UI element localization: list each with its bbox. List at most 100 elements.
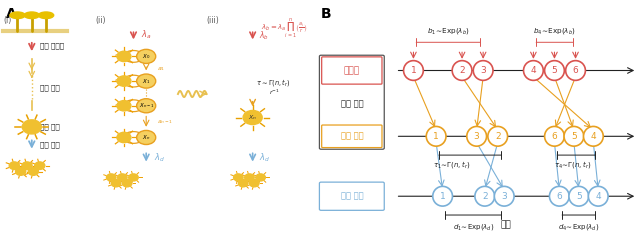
Circle shape [238, 180, 248, 187]
Ellipse shape [475, 186, 494, 206]
Text: 2: 2 [459, 66, 465, 75]
FancyBboxPatch shape [322, 57, 382, 84]
Text: A: A [6, 7, 17, 21]
Circle shape [22, 162, 32, 169]
Text: 6: 6 [551, 132, 557, 141]
Ellipse shape [426, 126, 446, 146]
Text: $X_{n-1}$: $X_{n-1}$ [139, 101, 154, 110]
Text: $X_n$: $X_n$ [248, 113, 257, 122]
FancyBboxPatch shape [320, 182, 385, 210]
Circle shape [250, 180, 259, 187]
Text: 신호 전달: 신호 전달 [40, 85, 60, 91]
Ellipse shape [569, 186, 589, 206]
Circle shape [107, 174, 116, 181]
Text: $\lambda_d$: $\lambda_d$ [259, 151, 270, 164]
Ellipse shape [467, 126, 487, 146]
Text: 1: 1 [440, 192, 446, 201]
Circle shape [117, 51, 131, 62]
Text: 3: 3 [501, 192, 507, 201]
Text: $\tau\sim\Gamma(n, t_r)$: $\tau\sim\Gamma(n, t_r)$ [256, 77, 291, 88]
Ellipse shape [494, 186, 514, 206]
Text: 시간 지연: 시간 지연 [340, 99, 363, 108]
Circle shape [117, 132, 131, 143]
Circle shape [256, 174, 265, 181]
Text: $\tau_4\!\sim\!\Gamma(n,t_r)$: $\tau_4\!\sim\!\Gamma(n,t_r)$ [554, 159, 592, 170]
Text: 3: 3 [480, 66, 486, 75]
Circle shape [245, 174, 254, 181]
Text: $X_1$: $X_1$ [142, 77, 150, 86]
Text: 2: 2 [482, 192, 487, 201]
Ellipse shape [566, 61, 586, 80]
Text: 3: 3 [474, 132, 480, 141]
Text: 신호 반응: 신호 반응 [40, 124, 60, 130]
Text: 4: 4 [591, 132, 596, 141]
Text: 6: 6 [573, 66, 578, 75]
Text: 신호 활성화: 신호 활성화 [40, 43, 64, 49]
Text: $a_{n-1}$: $a_{n-1}$ [157, 118, 173, 125]
Text: 1: 1 [410, 66, 416, 75]
Circle shape [22, 120, 41, 134]
Ellipse shape [564, 126, 584, 146]
Text: $X_0$: $X_0$ [142, 52, 150, 61]
Circle shape [9, 162, 19, 169]
Text: $b_1\!\sim\!\mathrm{Exp}(\lambda_b)$: $b_1\!\sim\!\mathrm{Exp}(\lambda_b)$ [427, 26, 470, 35]
Ellipse shape [584, 126, 603, 146]
Circle shape [117, 76, 131, 86]
Text: 2: 2 [495, 132, 501, 141]
Ellipse shape [544, 61, 564, 80]
Text: (iii): (iii) [207, 16, 220, 25]
FancyBboxPatch shape [322, 125, 382, 148]
Text: $\lambda_b = \lambda_a \prod_{i=1}^{n}\left(\frac{a_i}{r}\right)$: $\lambda_b = \lambda_a \prod_{i=1}^{n}\l… [261, 16, 307, 40]
Circle shape [234, 174, 243, 181]
Ellipse shape [39, 12, 54, 19]
Ellipse shape [488, 126, 508, 146]
Circle shape [117, 101, 131, 111]
Circle shape [15, 168, 26, 175]
Text: 4: 4 [530, 66, 536, 75]
Circle shape [117, 174, 127, 181]
Text: 1: 1 [433, 132, 439, 141]
Ellipse shape [24, 12, 39, 19]
Circle shape [137, 130, 156, 145]
Text: $d_4\!\sim\!\mathrm{Exp}(\lambda_d)$: $d_4\!\sim\!\mathrm{Exp}(\lambda_d)$ [558, 222, 600, 232]
Text: $b_4\!\sim\!\mathrm{Exp}(\lambda_b)$: $b_4\!\sim\!\mathrm{Exp}(\lambda_b)$ [533, 26, 576, 35]
Text: 전달 완료: 전달 완료 [340, 132, 363, 141]
Text: 5: 5 [551, 66, 557, 75]
Circle shape [28, 168, 39, 175]
Text: 5: 5 [571, 132, 577, 141]
Ellipse shape [404, 61, 423, 80]
Circle shape [35, 162, 45, 169]
Text: $r$: $r$ [114, 101, 119, 109]
Text: $\lambda_b$: $\lambda_b$ [259, 29, 269, 42]
Text: B: B [321, 7, 332, 21]
FancyBboxPatch shape [320, 55, 385, 149]
Text: $r$: $r$ [114, 76, 119, 84]
Ellipse shape [544, 126, 564, 146]
Text: 신호 감소: 신호 감소 [40, 141, 60, 148]
Ellipse shape [10, 12, 25, 19]
Ellipse shape [452, 61, 472, 80]
Text: $\tau_1\!\sim\!\Gamma(n,t_r)$: $\tau_1\!\sim\!\Gamma(n,t_r)$ [433, 159, 471, 170]
Circle shape [137, 74, 156, 88]
Circle shape [128, 174, 138, 181]
Text: $d_1\!\sim\!\mathrm{Exp}(\lambda_d)$: $d_1\!\sim\!\mathrm{Exp}(\lambda_d)$ [453, 222, 494, 232]
Text: (ii): (ii) [95, 16, 106, 25]
Circle shape [123, 180, 132, 187]
Ellipse shape [588, 186, 608, 206]
Text: $r^{-1}$: $r^{-1}$ [268, 88, 279, 98]
Text: 시간: 시간 [501, 220, 511, 229]
Text: 4: 4 [595, 192, 601, 201]
Text: $\lambda_d$: $\lambda_d$ [154, 151, 165, 164]
Ellipse shape [473, 61, 493, 80]
Text: 신호 소멸: 신호 소멸 [340, 192, 363, 201]
Circle shape [137, 49, 156, 63]
Circle shape [243, 110, 262, 125]
Text: 5: 5 [576, 192, 582, 201]
Ellipse shape [433, 186, 453, 206]
Text: $\lambda_a$: $\lambda_a$ [141, 29, 152, 41]
Ellipse shape [550, 186, 569, 206]
Circle shape [111, 180, 121, 187]
Text: 6: 6 [557, 192, 562, 201]
Text: $r$: $r$ [114, 51, 119, 59]
Ellipse shape [523, 61, 543, 80]
